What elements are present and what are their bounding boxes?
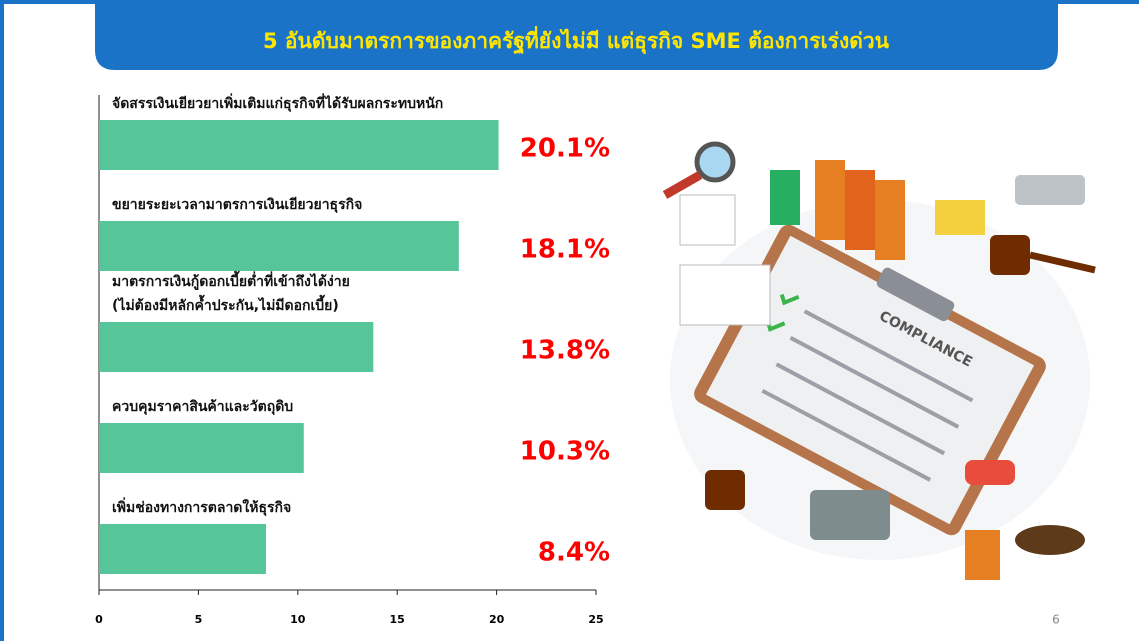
category-label: มาตรการเงินกู้ดอกเบี้ยต่ำที่เข้าถึงได้ง่… bbox=[112, 270, 350, 318]
illustration: COMPLIANCE bbox=[665, 144, 1095, 580]
value-label: 13.8% bbox=[520, 336, 610, 366]
value-label: 18.1% bbox=[520, 235, 610, 265]
value-label: 10.3% bbox=[520, 437, 610, 467]
left-border bbox=[0, 0, 4, 641]
x-tick-label: 10 bbox=[290, 613, 306, 626]
value-label: 20.1% bbox=[520, 134, 610, 164]
x-tick-label: 20 bbox=[489, 613, 505, 626]
x-tick-label: 25 bbox=[588, 613, 603, 626]
x-tick-label: 5 bbox=[195, 613, 203, 626]
x-tick-label: 0 bbox=[95, 613, 103, 626]
page-number: 6 bbox=[1052, 613, 1060, 627]
bar bbox=[99, 221, 459, 271]
bar bbox=[99, 524, 266, 574]
bar bbox=[99, 322, 373, 372]
category-label: เพิ่มช่องทางการตลาดให้ธุรกิจ bbox=[112, 496, 291, 520]
x-tick-label: 15 bbox=[390, 613, 405, 626]
category-label: ควบคุมราคาสินค้าและวัตถุดิบ bbox=[112, 395, 293, 419]
slide: 5 อันดับมาตรการของภาครัฐที่ยังไม่มี แต่ธ… bbox=[0, 0, 1139, 641]
bar bbox=[99, 423, 304, 473]
top-border bbox=[0, 0, 1139, 4]
bar bbox=[99, 120, 499, 170]
value-label: 8.4% bbox=[538, 538, 610, 568]
category-label: จัดสรรเงินเยียวยาเพิ่มเติมแก่ธุรกิจที่ได… bbox=[112, 92, 443, 116]
category-label: ขยายระยะเวลามาตรการเงินเยียวยาธุรกิจ bbox=[112, 193, 362, 217]
chart-title: 5 อันดับมาตรการของภาครัฐที่ยังไม่มี แต่ธ… bbox=[263, 25, 890, 55]
